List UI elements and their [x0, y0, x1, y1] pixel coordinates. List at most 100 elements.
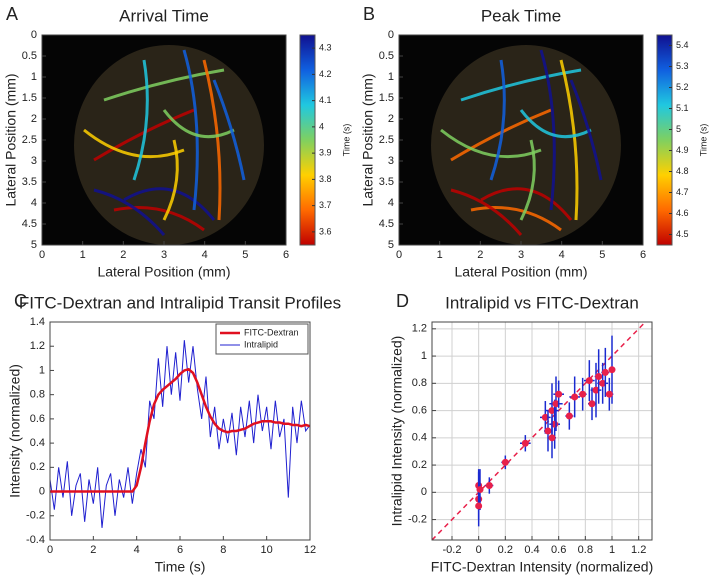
colorbar-tick-label: 5.4: [676, 40, 689, 50]
x-axis-label: Lateral Position (mm): [454, 264, 587, 280]
identity-line: [431, 321, 646, 541]
y-tick-label: 1: [39, 364, 45, 376]
point: [571, 393, 579, 401]
x-tick-label: 0.8: [578, 544, 593, 556]
colorbar-tick-label: 3.6: [319, 226, 332, 236]
y-tick-label: 0.8: [30, 389, 45, 401]
y-axis-label: Lateral Position (mm): [3, 73, 19, 206]
point: [599, 379, 607, 387]
vessel: [470, 206, 562, 232]
legend-label: Intralipid: [244, 339, 278, 349]
vessel: [83, 128, 185, 159]
colorbar-tick-label: 4.1: [319, 95, 332, 105]
y-tick-label: 5: [31, 239, 37, 251]
colorbar: [299, 34, 316, 246]
chart-title: Intralipid vs FITC-Dextran: [445, 293, 639, 312]
vessel: [440, 128, 542, 159]
y-tick-label: 0.2: [412, 459, 427, 471]
point: [548, 434, 556, 442]
y-tick-label: -0.4: [26, 534, 45, 546]
colorbar-tick-label: 4: [319, 121, 324, 131]
colorbar-tick-label: 5.2: [676, 82, 689, 92]
y-axis-label: Intralipid Intensity (normalized): [389, 336, 405, 527]
y-tick-label: 4: [31, 197, 37, 209]
vessel: [519, 109, 592, 139]
point: [579, 390, 587, 398]
y-tick-label: 0: [388, 29, 394, 41]
colorbar-tick-label: 3.7: [319, 200, 332, 210]
y-tick-label: 4: [388, 197, 394, 209]
colorbar-tick-label: 5.3: [676, 61, 689, 71]
point: [565, 412, 573, 420]
point: [595, 373, 603, 380]
y-tick-label: 2.5: [22, 134, 37, 146]
vessel: [539, 49, 556, 211]
point: [592, 386, 600, 394]
vessel: [162, 109, 235, 139]
colorbar-tick-label: 5.1: [676, 103, 689, 113]
colorbar-label: Time (s): [341, 124, 351, 157]
colorbar-tick-label: 4.5: [676, 229, 689, 239]
point: [544, 427, 552, 435]
y-tick-label: 5: [388, 239, 394, 251]
panel-letter: B: [363, 4, 375, 24]
plot-area: [432, 322, 652, 540]
y-tick-label: 2.5: [379, 134, 394, 146]
panel-letter: D: [396, 291, 409, 311]
y-tick-label: 0.4: [30, 437, 45, 449]
x-tick-label: 6: [283, 249, 289, 261]
y-tick-label: 1.5: [22, 92, 37, 104]
y-tick-label: 0.6: [412, 404, 427, 416]
vessel: [559, 59, 579, 221]
point: [552, 400, 560, 408]
point: [521, 439, 529, 447]
y-tick-label: -0.2: [26, 510, 45, 522]
y-tick-label: 4.5: [22, 218, 37, 230]
y-tick-label: 0: [39, 485, 45, 497]
vessel: [103, 68, 225, 102]
vessel: [569, 79, 603, 181]
panel-letter: C: [14, 291, 27, 311]
x-tick-label: 6: [177, 544, 183, 556]
chart-title: Peak Time: [481, 6, 561, 25]
vessel: [123, 187, 216, 221]
vessel: [480, 187, 573, 221]
vessel: [113, 206, 205, 232]
y-tick-label: 0.5: [22, 50, 37, 62]
x-tick-label: 1.2: [631, 544, 646, 556]
point: [605, 390, 613, 398]
colorbar-label: Time (s): [698, 124, 708, 157]
x-tick-label: 1: [437, 249, 443, 261]
x-axis-label: Lateral Position (mm): [97, 264, 230, 280]
vessel: [132, 59, 149, 181]
vessel: [162, 139, 179, 221]
x-tick-label: 5: [599, 249, 605, 261]
y-tick-label: 3.5: [379, 176, 394, 188]
line-series: [49, 340, 311, 528]
x-tick-label: 0: [47, 544, 53, 556]
x-tick-label: 2: [120, 249, 126, 261]
panel-letter: A: [6, 4, 18, 24]
x-axis-label: FITC-Dextran Intensity (normalized): [431, 559, 654, 575]
colorbar-tick-label: 4.2: [319, 69, 332, 79]
x-tick-label: 3: [518, 249, 524, 261]
vessel: [202, 59, 222, 221]
x-tick-label: 10: [261, 544, 273, 556]
x-tick-label: 4: [134, 544, 140, 556]
y-tick-label: 1.2: [412, 323, 427, 335]
vessel: [519, 139, 536, 221]
plot-frame: [398, 34, 644, 246]
legend-box: [215, 323, 309, 355]
y-tick-label: 2: [31, 113, 37, 125]
y-tick-label: 0.5: [379, 50, 394, 62]
y-tick-label: 0: [421, 486, 427, 498]
y-tick-label: 0.2: [30, 461, 45, 473]
point: [585, 377, 593, 385]
x-tick-label: -0.2: [443, 544, 462, 556]
point: [601, 368, 609, 376]
colorbar-tick-label: 3.9: [319, 148, 332, 158]
plot-frame: [49, 321, 311, 541]
plot-frame: [431, 321, 653, 541]
x-tick-label: 2: [90, 544, 96, 556]
